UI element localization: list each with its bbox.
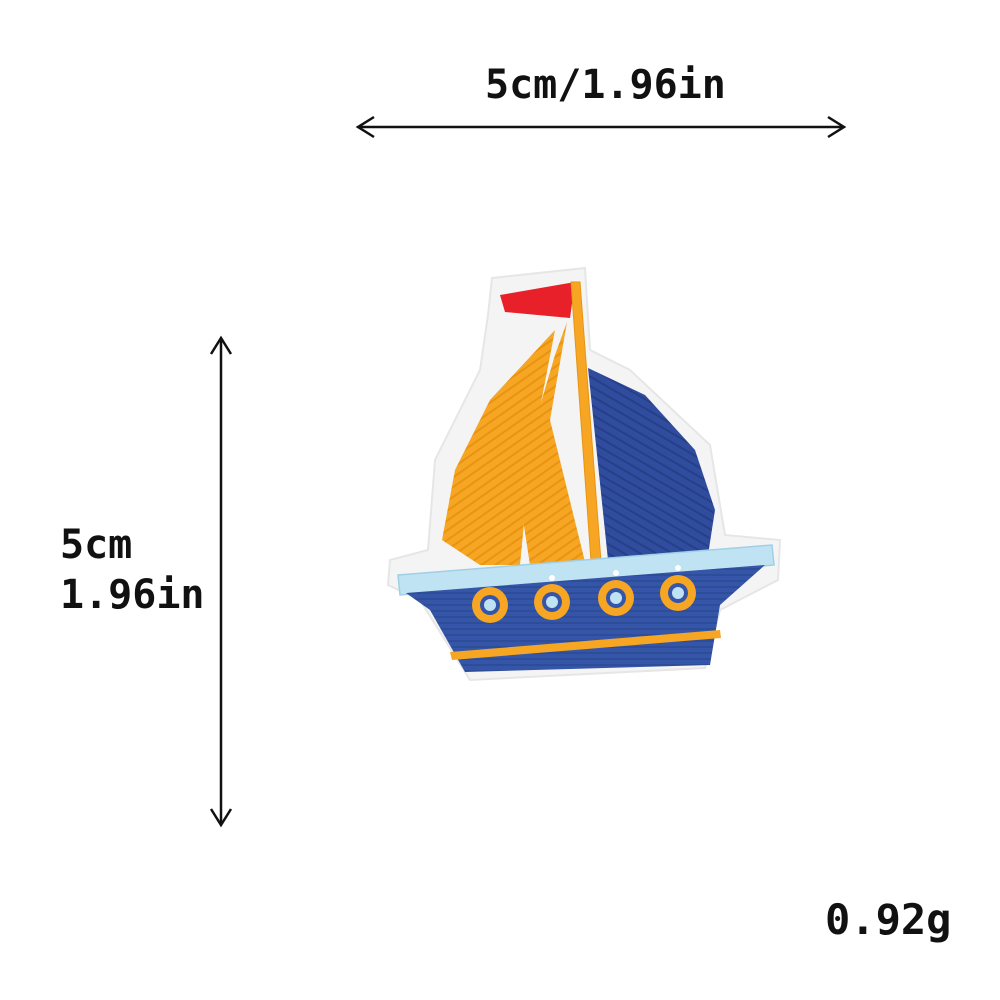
orange-sail [520, 322, 587, 570]
porthole-icon [472, 587, 508, 623]
width-label: 5cm/1.96in [485, 62, 726, 108]
flag-icon [500, 282, 575, 318]
porthole-icon [534, 584, 570, 620]
hull-stripe [450, 630, 721, 660]
height-label-in: 1.96in [60, 572, 205, 618]
deck-lights [549, 565, 681, 581]
blue-sail [588, 368, 715, 560]
porthole-icon [660, 575, 696, 611]
height-arrow-icon [209, 335, 233, 828]
sailboat-patch-icon [386, 266, 782, 682]
portholes [472, 575, 696, 623]
deck-trim [397, 544, 775, 596]
weight-label: 0.92g [825, 895, 952, 944]
height-label: 5cm 1.96in [60, 520, 205, 620]
orange-sail-left [442, 330, 555, 565]
height-label-cm: 5cm [60, 522, 133, 568]
porthole-icon [598, 580, 634, 616]
width-arrow-icon [355, 115, 847, 139]
